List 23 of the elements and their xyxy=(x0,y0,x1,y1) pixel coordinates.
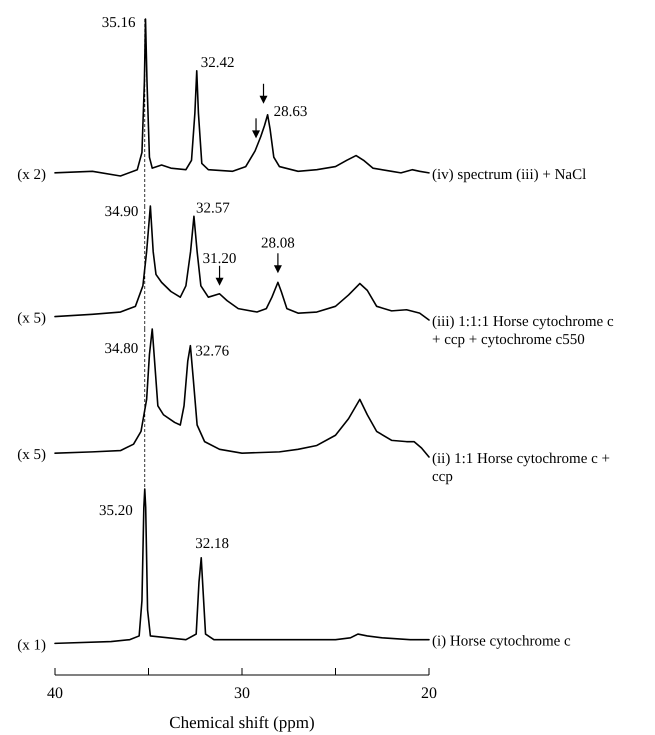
text: (x 5) xyxy=(17,447,46,464)
text: (i) Horse cytochrome c xyxy=(432,634,572,650)
annotation: 34.80 xyxy=(104,341,138,357)
annotation: 28.08 xyxy=(261,235,295,252)
annotation: 32.42 xyxy=(200,54,234,71)
text: (iii) 1:1:1 Horse cytochrome c + ccp + cytochrome c550 xyxy=(432,314,614,348)
text: (iv) spectrum (iii) + NaCl xyxy=(432,166,586,183)
text: (x 1) xyxy=(17,637,46,654)
annotation: 32.76 xyxy=(195,344,230,360)
x-tick-label: 30 xyxy=(234,685,250,702)
text: (x 2) xyxy=(17,166,46,183)
text: (ii) 1:1 Horse cytochrome c + ccp xyxy=(432,451,610,485)
x-tick-label: 20 xyxy=(421,685,437,702)
annotation: 35.16 xyxy=(102,15,136,31)
annotation: 28.63 xyxy=(274,104,308,120)
x-axis-title: Chemical shift (ppm) xyxy=(169,713,315,732)
annotation: 35.20 xyxy=(99,503,133,519)
text: (x 5) xyxy=(17,310,46,327)
annotation: 32.18 xyxy=(195,536,229,552)
annotation: 31.20 xyxy=(202,250,236,267)
annotation: 32.57 xyxy=(196,200,230,216)
x-tick-label: 40 xyxy=(47,685,63,702)
annotation: 34.90 xyxy=(104,204,138,220)
